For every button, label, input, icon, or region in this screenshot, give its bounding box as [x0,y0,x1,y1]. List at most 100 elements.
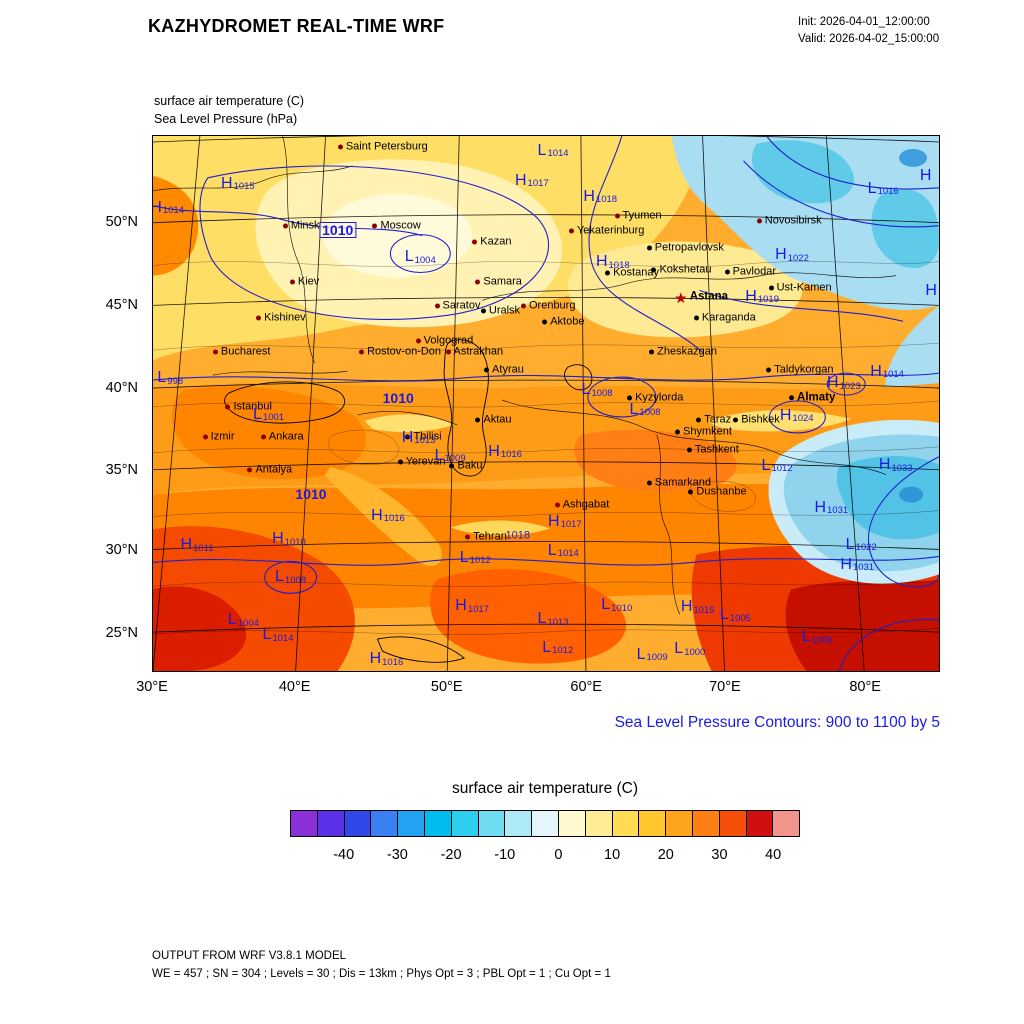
pressure-letter: H [775,246,787,264]
pressure-value: 1015 [233,181,255,193]
city-astana: ★ Astana [675,291,728,304]
pressure-low-label: L 1004 [405,249,436,265]
map-frame: Saint Petersburg Moscow Minsk Kiev Kishinev B… [152,135,940,672]
pressure-value: 1010 [382,390,414,407]
city-baku: Baku [449,460,483,471]
capital-star-icon: ★ [675,290,687,306]
pressure-contour-label: 1018 [505,530,529,541]
city-yerevan: Yerevan [397,456,446,467]
pressure-value: 1012 [771,463,793,475]
lat-axis: 50°N 45°N 40°N 35°N 30°N 25°N [86,135,146,672]
pressure-value: 1013 [414,435,436,447]
city-dot-icon [542,319,548,325]
temp-field-label: surface air temperature (C) [154,94,305,108]
pressure-letter: L [801,628,811,646]
city-saratov: Saratov [434,300,480,311]
city-dot-icon [614,213,620,219]
city-aktobe: Aktobe [542,316,584,328]
city-dot-icon [445,349,451,355]
pressure-letter: H [583,187,595,205]
city-volgograd: Volgograd [415,335,473,347]
city-label: Kokshetau [659,263,712,276]
city-dot-icon [405,434,411,440]
city-label: Kishinev [264,311,306,324]
pressure-letter: L [601,596,611,614]
city-label: Yekaterinburg [576,224,645,237]
pressure-value: 1017 [527,178,549,190]
pressure-letter: L [636,645,646,663]
city-label: Tbilisi [413,430,442,443]
city-dot-icon [282,223,288,229]
pressure-value: 1008 [284,574,307,586]
city-ashgabat: Ashgabat [554,499,609,510]
city-ankara: Ankara [260,430,304,443]
city-label: Ankara [268,430,304,443]
pressure-letter: L [867,179,877,197]
pressure-high-label: H 1018 [583,187,617,205]
city-label: Zheskazgan [657,345,718,358]
pressure-value: 1012 [552,645,574,657]
colorbar-tick-label: 0 [554,847,563,863]
lon-tick-label: 60°E [570,679,602,695]
city-label: Kazan [480,235,512,248]
lat-tick-label: 30°N [105,542,138,559]
pressure-letter: L [719,606,729,624]
city-saint-petersburg: Saint Petersburg [337,141,428,152]
city-label: Astrakhan [453,345,504,358]
city-dot-icon [480,308,486,314]
pressure-value: 1018 [505,529,530,542]
city-dot-icon [686,447,692,453]
city-label: Orenburg [528,299,576,312]
slp-field-label: Sea Level Pressure (hPa) [154,112,298,127]
init-time: Init: 2026-04-01_12:00:00 [798,16,930,28]
city-label: Dushanbe [696,485,747,498]
pressure-letter: H [272,530,284,548]
pressure-value: 1024 [792,413,814,425]
pressure-value: 1001 [262,412,285,424]
map-canvas [153,136,939,671]
city-samara: Samara [475,276,522,287]
city-dot-icon [372,223,378,229]
pressure-high-label: H 1019 [745,288,779,305]
pressure-value: 1006 [811,634,833,646]
pressure-value: 1009 [444,453,466,465]
city-dot-icon [646,480,652,486]
pressure-letter: L [547,541,557,559]
city-dot-icon [475,279,481,285]
city-dot-icon [475,417,481,423]
lat-tick-label: 45°N [105,297,138,314]
field-labels: surface air temperature (C) Sea Level Pr… [154,92,304,128]
city-kostanay: Kostanay [605,267,659,279]
footer-model-line: OUTPUT FROM WRF V3.8.1 MODEL [152,950,347,962]
pressure-high-label: H 1017 [548,513,582,531]
pressure-value: 1031 [852,562,875,574]
pressure-value: 1010 [611,602,633,614]
city-label: Karaganda [701,311,756,324]
lat-tick-label: 35°N [105,462,138,479]
pressure-value: 1011 [193,542,214,554]
pressure-high-label: H 1017 [455,598,489,614]
city-dot-icon [688,489,694,495]
pressure-value: 1010 [295,486,327,503]
city-dot-icon [472,239,478,245]
city-label: Kyzylorda [635,391,684,404]
city-label: Moscow [380,219,421,232]
city-dot-icon [484,367,490,373]
city-dot-icon [256,315,262,321]
city-dot-icon [337,144,343,150]
init-valid-block: Init: 2026-04-01_12:00:00 Valid: 2026-04… [798,14,939,49]
city-dot-icon [649,349,655,355]
slp-contour-caption: Sea Level Pressure Contours: 900 to 1100… [614,714,940,731]
city-label: Bishkek [741,413,780,426]
city-label: Taraz [704,413,732,426]
pressure-letter: L [674,640,684,658]
pressure-value: 1017 [560,519,582,531]
city-bishkek: Bishkek [733,413,780,426]
colorbar-segment [666,811,693,836]
pressure-letter: L [404,248,414,266]
city-dot-icon [756,218,762,224]
pressure-high-label: H 1023 [827,375,861,391]
footer-config-line: WE = 457 ; SN = 304 ; Levels = 30 ; Dis … [152,967,611,980]
city-label: Ust-Kamen [776,281,832,294]
